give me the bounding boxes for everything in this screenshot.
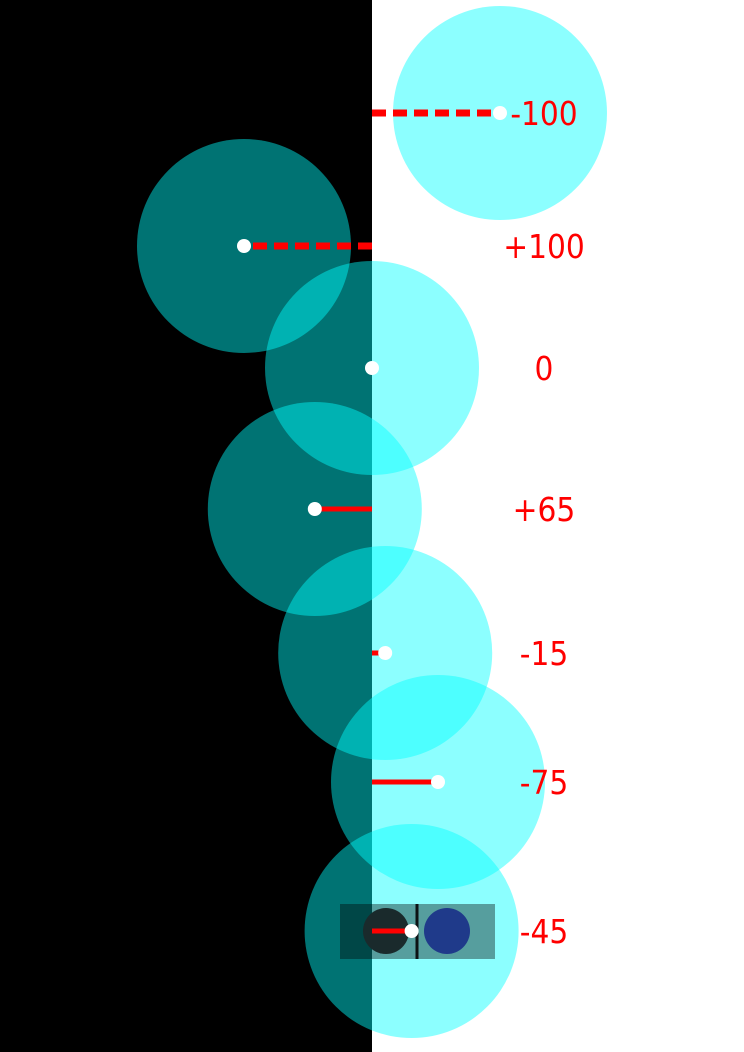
value-label-1: +100 (503, 227, 585, 266)
center-marker-0 (493, 106, 507, 120)
center-marker-2 (365, 361, 379, 375)
center-marker-6 (404, 924, 419, 938)
swatch-blue-circle (424, 908, 470, 954)
center-marker-5 (431, 775, 445, 789)
center-marker-1 (237, 239, 251, 253)
center-marker-4 (378, 646, 393, 660)
value-label-6: -45 (520, 912, 569, 951)
value-label-4: -15 (520, 634, 569, 673)
value-label-3: +65 (513, 490, 576, 529)
value-label-5: -75 (520, 763, 569, 802)
light-half-background (372, 0, 744, 1052)
value-label-2: 0 (535, 349, 554, 388)
value-label-0: -100 (510, 94, 577, 133)
dark-half-background (0, 0, 372, 1052)
center-marker-3 (307, 502, 322, 516)
